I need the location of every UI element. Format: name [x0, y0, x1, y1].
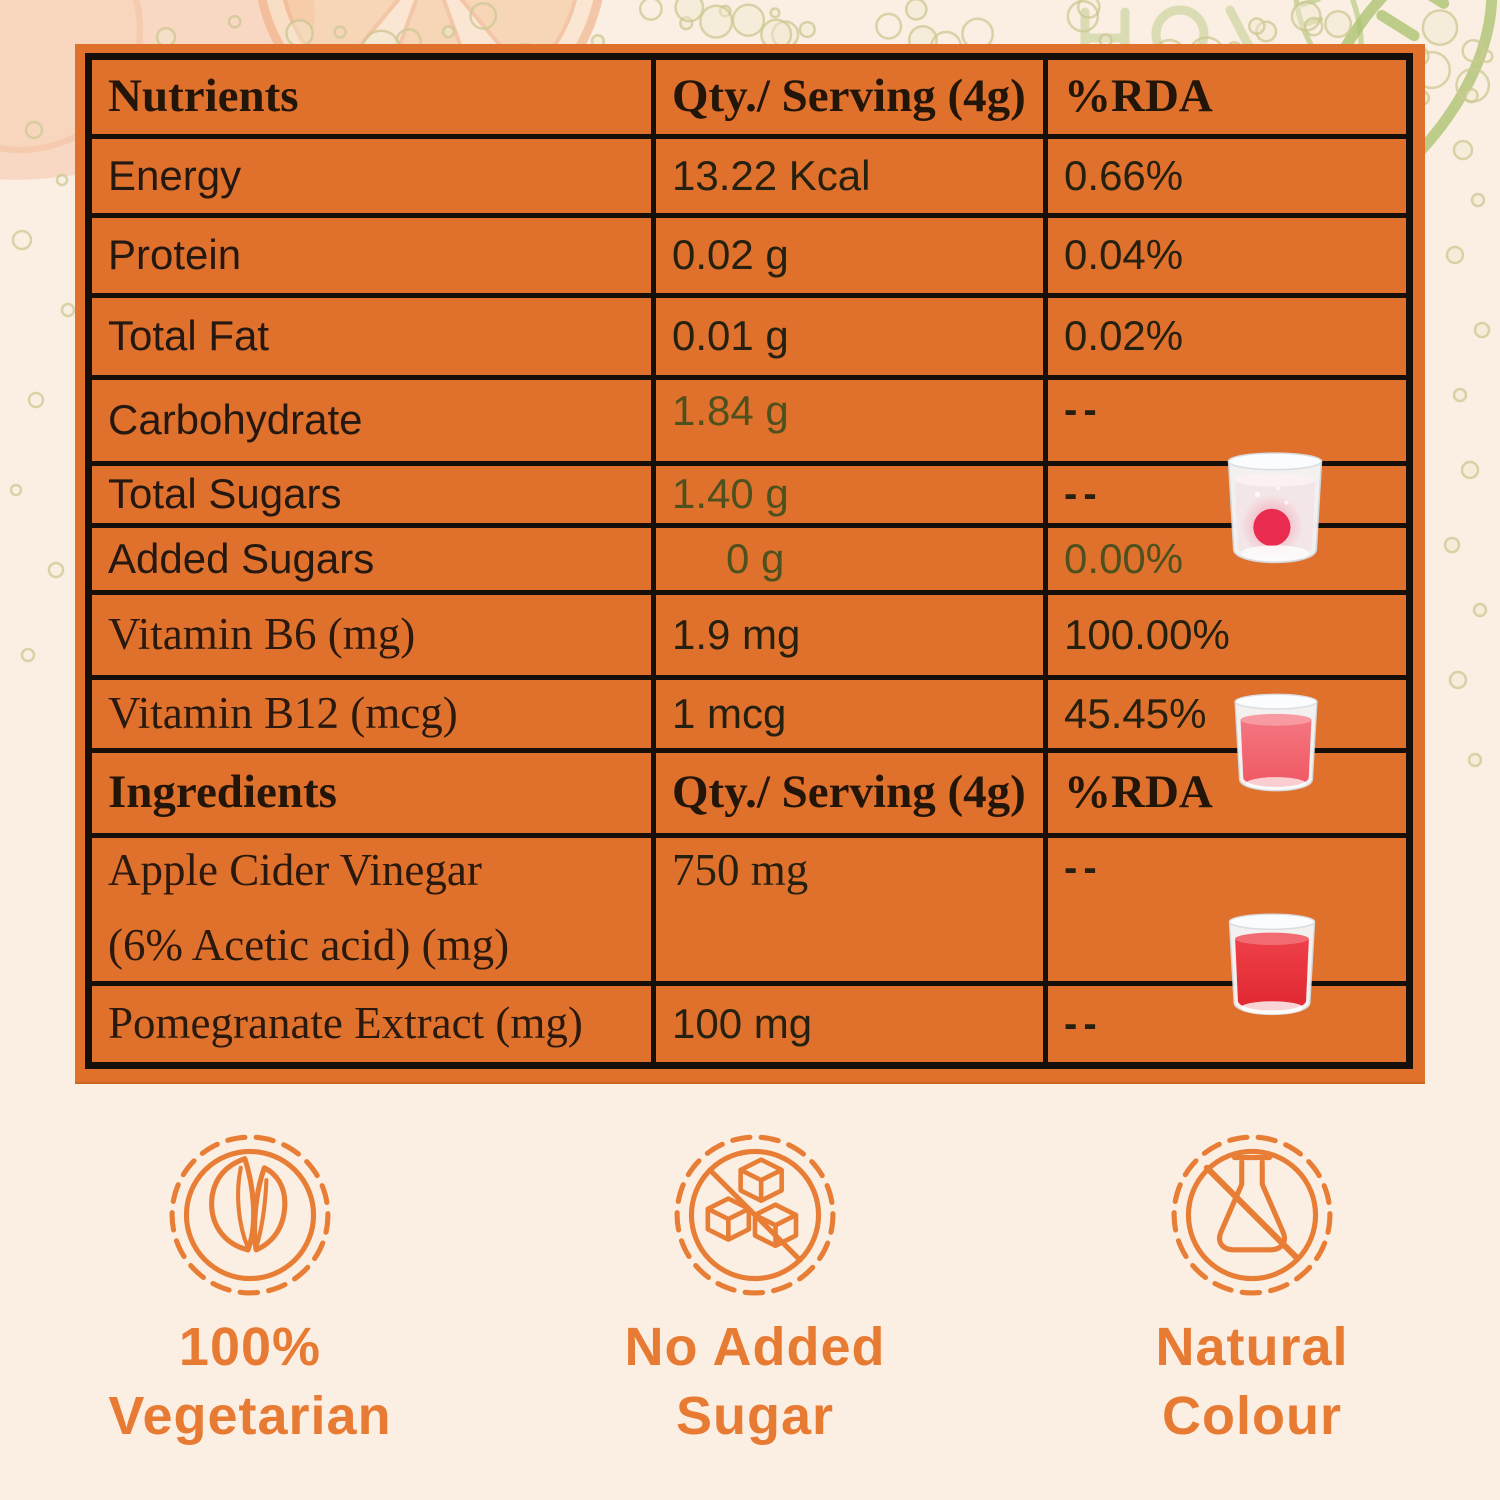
header-row: Nutrients Qty./ Serving (4g) %RDA: [86, 54, 1412, 139]
badge-natural-colour-label: Natural Colour: [1155, 1317, 1349, 1447]
pomegranate-extract-qty: 100 mg: [650, 981, 1049, 1068]
vitamin-b12-label: Vitamin B12 (mcg): [86, 674, 656, 753]
row-apple-cider-vinegar: Apple Cider Vinegar (6% Acetic acid) (mg…: [86, 832, 1412, 987]
protein-label: Protein: [86, 213, 656, 298]
total-fat-qty: 0.01 g: [650, 292, 1049, 380]
glass-water-dissolving-red-tablet: [1227, 452, 1323, 564]
badge-no-added-sugar: No Added Sugar: [575, 1133, 935, 1451]
protein-qty: 0.02 g: [650, 213, 1049, 298]
ingredients-header: Ingredients: [86, 747, 656, 838]
row-energy: Energy 13.22 Kcal 0.66%: [86, 133, 1412, 219]
total-sugars-label: Total Sugars: [86, 460, 656, 528]
glass-pink-drink: [1234, 693, 1318, 792]
row-vitamin-b12: Vitamin B12 (mcg) 1 mcg 45.45%: [86, 674, 1412, 753]
row-protein: Protein 0.02 g 0.04%: [86, 213, 1412, 298]
added-sugars-qty: 0 g: [650, 522, 1049, 595]
apple-cider-vinegar-label: Apple Cider Vinegar (6% Acetic acid) (mg…: [86, 832, 656, 987]
added-sugars-rda: 0.00%: [1043, 522, 1412, 595]
natural-colour-no-flask-icon: [1171, 1134, 1333, 1296]
energy-rda: 0.66%: [1043, 133, 1412, 219]
nutrition-table: Nutrients Qty./ Serving (4g) %RDA Energy…: [85, 53, 1413, 1069]
glass-red-drink: [1228, 913, 1316, 1016]
badge-natural-colour: Natural Colour: [1072, 1133, 1432, 1451]
row-vitamin-b6: Vitamin B6 (mg) 1.9 mg 100.00%: [86, 589, 1412, 680]
vegetarian-leaves-icon: [169, 1134, 331, 1296]
total-fat-label: Total Fat: [86, 292, 656, 380]
vitamin-b12-qty: 1 mcg: [650, 674, 1049, 753]
badge-vegetarian: 100% Vegetarian: [70, 1133, 430, 1451]
row-total-sugars: Total Sugars 1.40 g --: [86, 460, 1412, 528]
badge-vegetarian-label: 100% Vegetarian: [108, 1317, 392, 1447]
ingredients-rda-header: %RDA: [1043, 747, 1412, 838]
total-sugars-qty: 1.40 g: [650, 460, 1049, 528]
protein-rda: 0.04%: [1043, 213, 1412, 298]
ingredients-header-row: Ingredients Qty./ Serving (4g) %RDA: [86, 747, 1412, 838]
badge-no-added-sugar-label: No Added Sugar: [624, 1317, 886, 1447]
pomegranate-extract-label: Pomegranate Extract (mg): [86, 981, 656, 1068]
no-added-sugar-cubes-icon: [674, 1134, 836, 1296]
apple-cider-vinegar-rda: --: [1043, 832, 1412, 987]
col-header-nutrients: Nutrients: [86, 54, 656, 139]
vitamin-b6-qty: 1.9 mg: [650, 589, 1049, 680]
apple-cider-vinegar-qty: 750 mg: [650, 832, 1049, 987]
row-pomegranate-extract: Pomegranate Extract (mg) 100 mg --: [86, 981, 1412, 1068]
carbohydrate-rda: --: [1043, 374, 1412, 466]
carbohydrate-label: Carbohydrate: [86, 374, 656, 466]
vitamin-b12-rda: 45.45%: [1043, 674, 1412, 753]
carbohydrate-qty: 1.84 g: [650, 374, 1049, 466]
row-carbohydrate: Carbohydrate 1.84 g --: [86, 374, 1412, 466]
added-sugars-label: Added Sugars: [86, 522, 656, 595]
vitamin-b6-rda: 100.00%: [1043, 589, 1412, 680]
total-sugars-rda: --: [1043, 460, 1412, 528]
col-header-qty: Qty./ Serving (4g): [650, 54, 1049, 139]
ingredients-qty-header: Qty./ Serving (4g): [650, 747, 1049, 838]
pomegranate-extract-rda: --: [1043, 981, 1412, 1068]
energy-qty: 13.22 Kcal: [650, 133, 1049, 219]
energy-label: Energy: [86, 133, 656, 219]
total-fat-rda: 0.02%: [1043, 292, 1412, 380]
nutrition-panel: Nutrients Qty./ Serving (4g) %RDA Energy…: [75, 44, 1425, 1082]
col-header-rda: %RDA: [1043, 54, 1412, 139]
row-total-fat: Total Fat 0.01 g 0.02%: [86, 292, 1412, 380]
vitamin-b6-label: Vitamin B6 (mg): [86, 589, 656, 680]
row-added-sugars: Added Sugars 0 g 0.00%: [86, 522, 1412, 595]
